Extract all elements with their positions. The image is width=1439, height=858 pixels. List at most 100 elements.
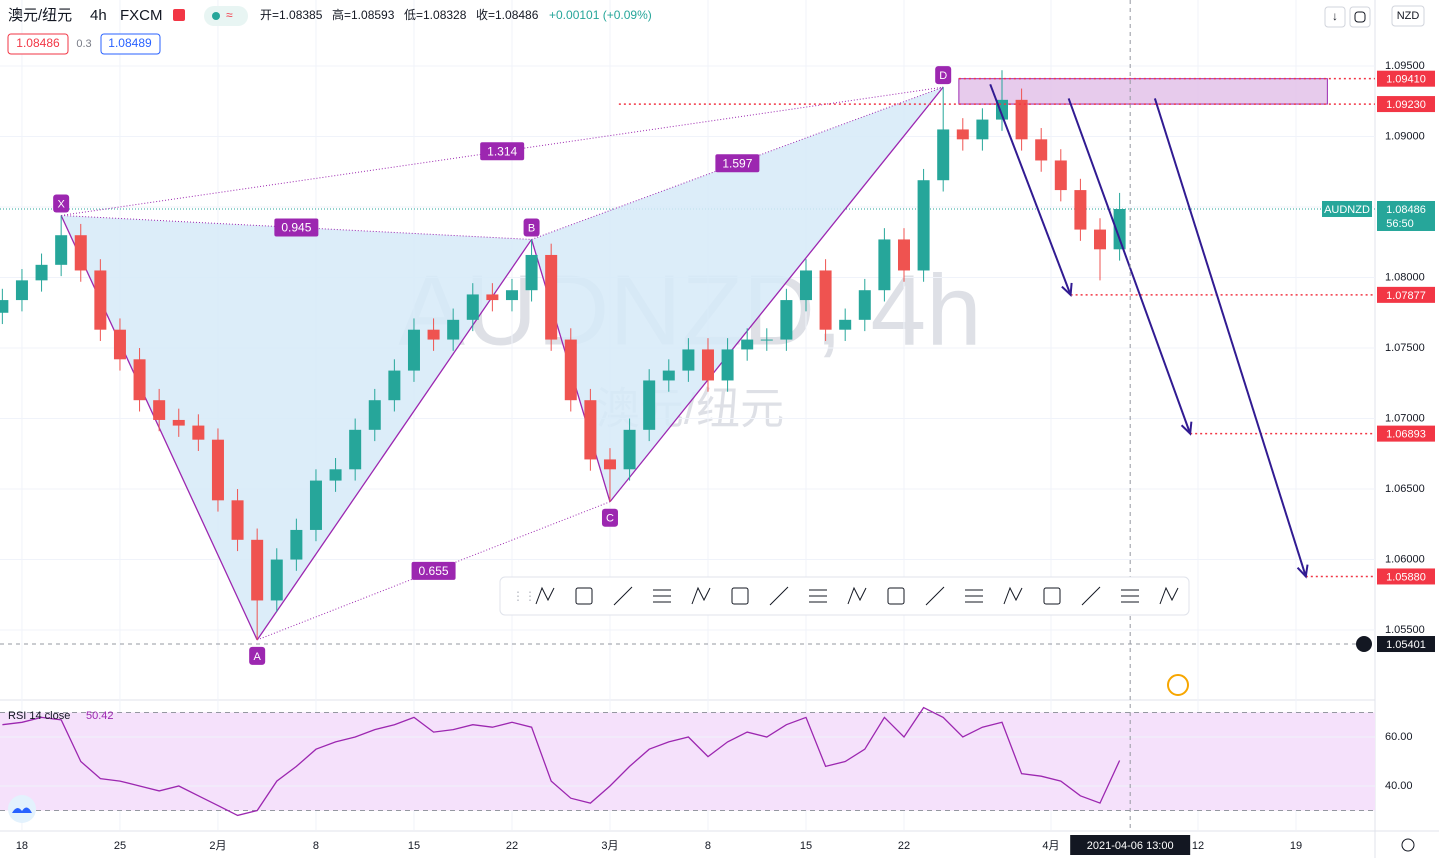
candle-body <box>55 235 68 265</box>
tool-button[interactable] <box>842 581 872 611</box>
reset-button[interactable] <box>1349 6 1371 28</box>
tool-button[interactable] <box>959 581 989 611</box>
ratio-box <box>274 218 319 237</box>
candle-body <box>760 339 773 341</box>
tool-hit[interactable] <box>569 581 599 611</box>
candle-body <box>388 370 401 401</box>
tool-icon <box>965 589 983 603</box>
candle-body <box>466 294 479 320</box>
tool-button[interactable] <box>1154 581 1184 611</box>
ohlc-low: 低=1.08328 <box>404 8 467 22</box>
y-tick-label: 1.07000 <box>1385 412 1425 424</box>
x-tick-label: 3月 <box>601 840 618 852</box>
x-tick-label: 4月 <box>1042 840 1059 852</box>
candle-body <box>741 339 754 350</box>
tool-hit[interactable] <box>1037 581 1067 611</box>
candle-body <box>643 380 656 430</box>
pattern-point-box <box>935 66 952 85</box>
logo[interactable] <box>8 795 36 823</box>
change: +0.00101 (+0.09%) <box>549 8 652 22</box>
pattern-point-label: B <box>528 222 535 234</box>
level-tag-label: 1.07877 <box>1386 290 1426 302</box>
last-price-name: AUDNZD <box>1324 204 1370 216</box>
ratio-label: 1.314 <box>487 144 517 158</box>
crosshair-y-tag <box>1377 636 1435 653</box>
tool-button[interactable] <box>881 581 911 611</box>
tool-button[interactable] <box>920 581 950 611</box>
market-dot <box>212 12 220 20</box>
tool-button[interactable] <box>608 581 638 611</box>
tool-button[interactable] <box>530 581 560 611</box>
candle-body <box>1054 160 1067 191</box>
candle-body <box>917 180 930 271</box>
tool-button[interactable] <box>1115 581 1145 611</box>
x-tick-label: 22 <box>506 840 518 852</box>
tool-button[interactable] <box>764 581 794 611</box>
tool-button[interactable] <box>686 581 716 611</box>
tool-hit[interactable] <box>530 581 560 611</box>
candle-body <box>113 329 126 360</box>
candle-body <box>309 480 322 530</box>
currency-button[interactable] <box>1391 5 1425 27</box>
x-tick-label: 8 <box>313 840 319 852</box>
tool-icon <box>1003 586 1023 605</box>
toolbar-handle[interactable]: ⋮⋮ <box>512 589 536 603</box>
flag[interactable] <box>173 9 185 21</box>
x-tick-label: 19 <box>1290 840 1302 852</box>
last-price-label: 1.08486 <box>1386 204 1426 216</box>
tool-hit[interactable] <box>881 581 911 611</box>
tool-icon <box>925 586 945 606</box>
tool-icon <box>691 586 711 605</box>
ask-box[interactable] <box>100 33 161 55</box>
level-tag-label: 1.09230 <box>1386 99 1426 111</box>
scroll-icon: ↓ <box>1332 9 1338 23</box>
candle-body <box>505 290 518 301</box>
status-pill[interactable] <box>204 6 248 26</box>
pattern-leg <box>256 239 533 641</box>
tool-icon <box>769 586 789 606</box>
tool-button[interactable] <box>569 581 599 611</box>
tool-icon <box>887 587 905 605</box>
scroll-button[interactable] <box>1324 6 1346 28</box>
candle-body <box>976 119 989 140</box>
tool-hit[interactable] <box>842 581 872 611</box>
candle-body <box>251 539 264 601</box>
pattern-point-label: X <box>57 198 65 210</box>
pattern-leg <box>609 86 944 503</box>
tool-hit[interactable] <box>686 581 716 611</box>
ratio-box <box>480 142 525 161</box>
candle-body <box>701 349 714 381</box>
symbol: 澳元/纽元 <box>8 7 72 24</box>
tool-hit[interactable] <box>998 581 1028 611</box>
tool-button[interactable] <box>725 581 755 611</box>
event-icon[interactable] <box>1167 674 1189 696</box>
tool-button[interactable] <box>803 581 833 611</box>
tool-button[interactable] <box>998 581 1028 611</box>
y-tick-label: 1.05500 <box>1385 624 1425 636</box>
tool-icon <box>847 586 867 605</box>
pattern-point-box <box>523 218 540 237</box>
candle-body <box>172 419 185 426</box>
tool-hit[interactable] <box>725 581 755 611</box>
candle-body <box>329 469 342 481</box>
add-alert-button[interactable] <box>1356 636 1372 653</box>
level-tag <box>1377 568 1435 585</box>
crosshair-x-tag <box>1070 835 1191 855</box>
x-tick-label: 12 <box>1192 840 1204 852</box>
candle-body <box>956 129 969 140</box>
candle-body <box>192 425 205 440</box>
tool-hit[interactable] <box>1154 581 1184 611</box>
candle-body <box>1094 229 1106 250</box>
tool-button[interactable] <box>1076 581 1106 611</box>
projection-arrow <box>1067 98 1192 434</box>
last-price-tag <box>1322 200 1372 217</box>
interval: 4h <box>90 7 107 24</box>
candle-body <box>290 529 303 560</box>
candle-body <box>74 235 87 271</box>
tool-icon <box>575 587 593 605</box>
pattern-point-label: D <box>939 70 947 82</box>
tool-button[interactable] <box>647 581 677 611</box>
bid-box[interactable] <box>7 33 69 55</box>
tool-button[interactable] <box>1037 581 1067 611</box>
settings-icon[interactable] <box>1401 838 1415 852</box>
